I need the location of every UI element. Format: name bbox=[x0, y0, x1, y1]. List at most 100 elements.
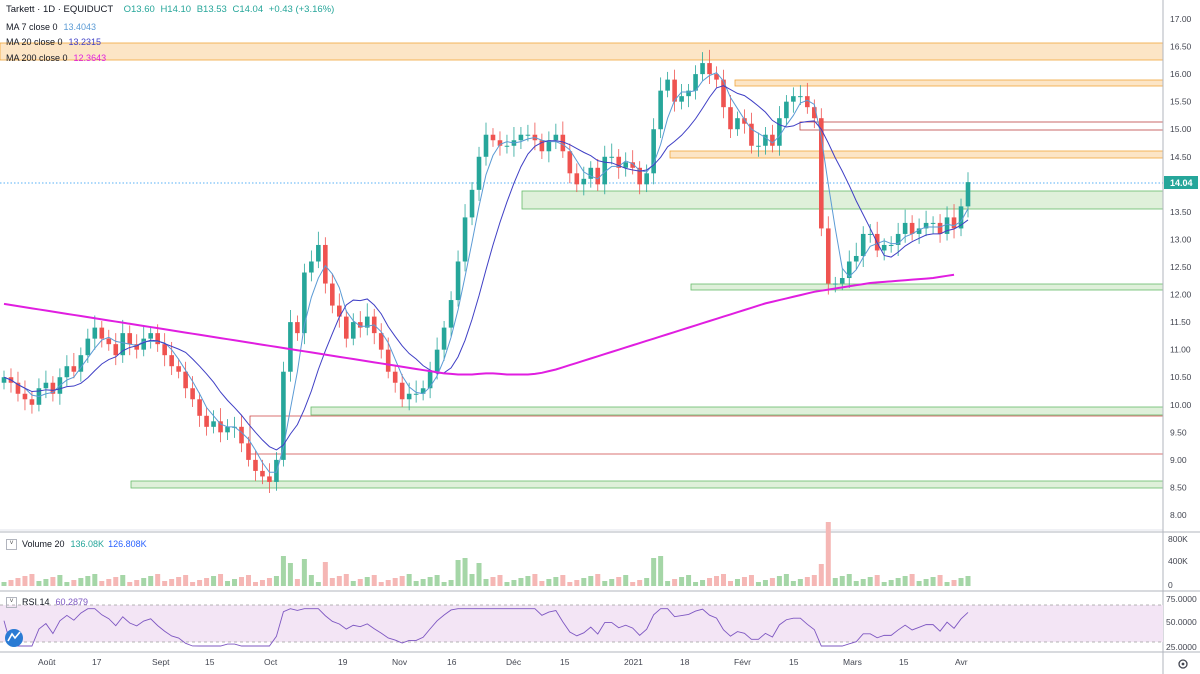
time-tick: 18 bbox=[680, 657, 690, 667]
volume-bar bbox=[700, 580, 706, 586]
time-tick: 19 bbox=[338, 657, 348, 667]
volume-bar bbox=[755, 582, 761, 586]
candle bbox=[92, 327, 98, 339]
volume-bar bbox=[378, 582, 384, 586]
time-tick: Déc bbox=[506, 657, 522, 667]
volume-bar bbox=[741, 577, 747, 586]
candle bbox=[525, 134, 531, 136]
candle bbox=[211, 421, 216, 427]
support-zone bbox=[690, 283, 1164, 291]
candle bbox=[50, 382, 56, 394]
legend-ma200[interactable]: MA 200 close 0 12.3643 bbox=[6, 51, 106, 65]
ohlc-low: B13.53 bbox=[196, 4, 227, 15]
volume-bar bbox=[127, 582, 133, 586]
volume-bar bbox=[455, 560, 461, 586]
volume-bar bbox=[762, 580, 768, 586]
candle bbox=[867, 233, 873, 235]
candle bbox=[888, 244, 894, 246]
volume-bar bbox=[874, 575, 880, 586]
chevron-down-icon: ˅ bbox=[6, 538, 17, 550]
price-tick: 8.00 bbox=[1170, 510, 1187, 520]
volume-bar bbox=[294, 579, 300, 586]
volume-bar bbox=[259, 580, 265, 586]
volume-bar bbox=[176, 577, 182, 586]
price-tick: 10.00 bbox=[1170, 400, 1192, 410]
candle bbox=[819, 118, 824, 229]
time-tick: 15 bbox=[789, 657, 799, 667]
candle bbox=[295, 322, 300, 334]
legend-ma7[interactable]: MA 7 close 0 13.4043 bbox=[6, 20, 96, 34]
candle bbox=[832, 283, 838, 285]
ohlc-open: O13.60 bbox=[123, 4, 155, 15]
volume-bar bbox=[553, 577, 559, 586]
legend-ma20[interactable]: MA 20 close 0 13.2315 bbox=[6, 35, 101, 49]
candle bbox=[364, 316, 370, 328]
candle bbox=[714, 74, 719, 80]
volume-bar bbox=[693, 582, 699, 586]
time-axis[interactable]: Août 17 Sept 15 Oct 19 Nov 16 Déc 15 2021 18 Févr 15 M… bbox=[38, 657, 968, 667]
volume-bar bbox=[937, 575, 943, 586]
price-tick: 13.50 bbox=[1170, 207, 1192, 217]
volume-bar bbox=[930, 577, 936, 586]
candle bbox=[29, 399, 35, 405]
candle bbox=[22, 393, 28, 400]
candle bbox=[791, 96, 796, 102]
volume-bar bbox=[308, 575, 314, 586]
last-price-badge bbox=[1164, 176, 1198, 189]
candle bbox=[64, 366, 70, 378]
candle bbox=[148, 333, 153, 339]
candle bbox=[749, 123, 754, 146]
time-tick: 15 bbox=[205, 657, 215, 667]
price-tick: 16.00 bbox=[1170, 69, 1192, 79]
time-tick: Nov bbox=[392, 657, 408, 667]
volume-bar bbox=[727, 581, 733, 586]
volume-bar bbox=[120, 575, 126, 586]
candle bbox=[798, 96, 803, 98]
volume-bar bbox=[888, 580, 894, 586]
price-axis[interactable]: 17.0016.5016.0015.5015.0014.5014.0013.50… bbox=[1170, 14, 1192, 520]
candle bbox=[183, 371, 188, 389]
candle bbox=[246, 443, 251, 460]
ma200-label: MA 200 close 0 bbox=[6, 53, 68, 63]
volume-bar bbox=[15, 578, 21, 586]
volume-bar bbox=[721, 574, 727, 586]
legend-rsi[interactable]: ˅ RSI 14 60.2879 bbox=[6, 595, 88, 609]
gear-icon[interactable] bbox=[1178, 659, 1188, 669]
candle bbox=[616, 156, 622, 168]
ma7-line bbox=[3, 72, 969, 473]
candle bbox=[707, 63, 712, 75]
ma20-label: MA 20 close 0 bbox=[6, 37, 63, 47]
volume-bar bbox=[350, 581, 356, 586]
volume-bar bbox=[658, 556, 664, 586]
candle bbox=[742, 118, 747, 124]
volume-bar bbox=[902, 576, 908, 586]
candle bbox=[658, 90, 663, 130]
candle bbox=[846, 261, 852, 279]
candle bbox=[839, 278, 845, 284]
time-tick: Mars bbox=[843, 657, 862, 667]
volume-bar bbox=[71, 580, 77, 586]
volume-bar bbox=[511, 580, 517, 586]
volume-bar bbox=[679, 577, 685, 586]
time-tick: 15 bbox=[560, 657, 570, 667]
candle bbox=[350, 322, 356, 339]
symbol-title[interactable]: Tarkett · 1D · EQUIDUCT bbox=[6, 4, 113, 15]
volume-bar bbox=[804, 577, 810, 586]
chart-legend: Tarkett · 1D · EQUIDUCT O13.60 H14.10 B1… bbox=[6, 4, 334, 15]
candle bbox=[679, 96, 684, 102]
volume-bar bbox=[958, 578, 964, 586]
candle bbox=[134, 344, 140, 350]
volume-bar bbox=[434, 575, 440, 586]
legend-volume[interactable]: ˅ Volume 20 136.08K 126.808K bbox=[6, 537, 147, 551]
rsi-label: RSI 14 bbox=[22, 597, 50, 607]
candle bbox=[476, 156, 482, 190]
candle bbox=[518, 134, 524, 141]
time-tick: Sept bbox=[152, 657, 170, 667]
candle bbox=[253, 459, 258, 471]
volume-bar bbox=[36, 581, 42, 586]
volume-bar bbox=[155, 574, 161, 586]
volume-bar bbox=[8, 580, 14, 586]
volume-bar bbox=[371, 575, 377, 586]
candle bbox=[204, 415, 209, 427]
